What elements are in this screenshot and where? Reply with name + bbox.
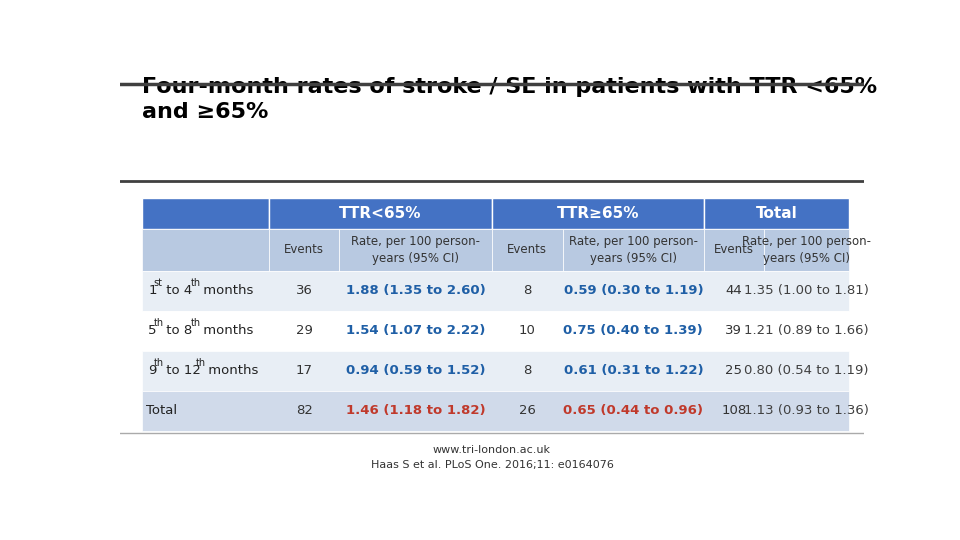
Text: TTR<65%: TTR<65% — [339, 206, 421, 221]
Text: 8: 8 — [523, 284, 532, 297]
Text: Events: Events — [284, 244, 324, 256]
FancyBboxPatch shape — [340, 229, 492, 271]
Text: Rate, per 100 person-
years (95% CI): Rate, per 100 person- years (95% CI) — [742, 235, 871, 265]
Text: months: months — [199, 324, 253, 337]
FancyBboxPatch shape — [142, 350, 849, 390]
Text: months: months — [199, 284, 253, 297]
FancyBboxPatch shape — [142, 229, 269, 271]
FancyBboxPatch shape — [269, 229, 340, 271]
Text: 9: 9 — [148, 364, 156, 377]
FancyBboxPatch shape — [704, 198, 849, 229]
FancyBboxPatch shape — [142, 310, 849, 350]
Text: Events: Events — [507, 244, 547, 256]
Text: 0.75 (0.40 to 1.39): 0.75 (0.40 to 1.39) — [564, 324, 704, 337]
Text: 5: 5 — [148, 324, 156, 337]
Text: 26: 26 — [519, 404, 536, 417]
Text: 1.21 (0.89 to 1.66): 1.21 (0.89 to 1.66) — [744, 324, 869, 337]
FancyBboxPatch shape — [704, 229, 763, 271]
Text: 1.46 (1.18 to 1.82): 1.46 (1.18 to 1.82) — [346, 404, 486, 417]
Text: st: st — [154, 278, 163, 288]
FancyBboxPatch shape — [142, 271, 849, 310]
Text: 39: 39 — [726, 324, 742, 337]
FancyBboxPatch shape — [563, 229, 704, 271]
Text: to 8: to 8 — [162, 324, 192, 337]
Text: 29: 29 — [296, 324, 313, 337]
Text: 17: 17 — [296, 364, 313, 377]
Text: 10: 10 — [519, 324, 536, 337]
Text: th: th — [190, 278, 201, 288]
Text: th: th — [196, 358, 206, 368]
Text: 0.61 (0.31 to 1.22): 0.61 (0.31 to 1.22) — [564, 364, 703, 377]
Text: www.tri-london.ac.uk
Haas S et al. PLoS One. 2016;11: e0164076: www.tri-london.ac.uk Haas S et al. PLoS … — [371, 446, 613, 470]
Text: to 12: to 12 — [162, 364, 201, 377]
Text: Total: Total — [146, 404, 178, 417]
Text: TTR≥65%: TTR≥65% — [557, 206, 639, 221]
FancyBboxPatch shape — [142, 390, 849, 431]
Text: 1: 1 — [148, 284, 156, 297]
Text: 1.35 (1.00 to 1.81): 1.35 (1.00 to 1.81) — [744, 284, 869, 297]
Text: 82: 82 — [296, 404, 313, 417]
Text: 0.80 (0.54 to 1.19): 0.80 (0.54 to 1.19) — [744, 364, 869, 377]
Text: Total: Total — [756, 206, 798, 221]
Text: 44: 44 — [726, 284, 742, 297]
Text: th: th — [154, 318, 164, 328]
Text: 108: 108 — [721, 404, 747, 417]
FancyBboxPatch shape — [269, 198, 492, 229]
Text: Rate, per 100 person-
years (95% CI): Rate, per 100 person- years (95% CI) — [351, 235, 480, 265]
FancyBboxPatch shape — [492, 198, 704, 229]
FancyBboxPatch shape — [142, 198, 269, 229]
Text: 0.94 (0.59 to 1.52): 0.94 (0.59 to 1.52) — [346, 364, 486, 377]
Text: 0.59 (0.30 to 1.19): 0.59 (0.30 to 1.19) — [564, 284, 703, 297]
Text: 1.13 (0.93 to 1.36): 1.13 (0.93 to 1.36) — [744, 404, 869, 417]
Text: th: th — [154, 358, 164, 368]
Text: 1.54 (1.07 to 2.22): 1.54 (1.07 to 2.22) — [346, 324, 486, 337]
Text: Events: Events — [714, 244, 754, 256]
Text: 25: 25 — [726, 364, 742, 377]
Text: 36: 36 — [296, 284, 313, 297]
Text: th: th — [190, 318, 201, 328]
Text: Rate, per 100 person-
years (95% CI): Rate, per 100 person- years (95% CI) — [569, 235, 698, 265]
Text: 8: 8 — [523, 364, 532, 377]
Text: to 4: to 4 — [162, 284, 192, 297]
Text: 0.65 (0.44 to 0.96): 0.65 (0.44 to 0.96) — [564, 404, 704, 417]
Text: months: months — [204, 364, 258, 377]
FancyBboxPatch shape — [492, 229, 563, 271]
Text: Four-month rates of stroke / SE in patients with TTR <65%
and ≥65%: Four-month rates of stroke / SE in patie… — [142, 77, 877, 122]
Text: 1.88 (1.35 to 2.60): 1.88 (1.35 to 2.60) — [346, 284, 486, 297]
FancyBboxPatch shape — [763, 229, 849, 271]
